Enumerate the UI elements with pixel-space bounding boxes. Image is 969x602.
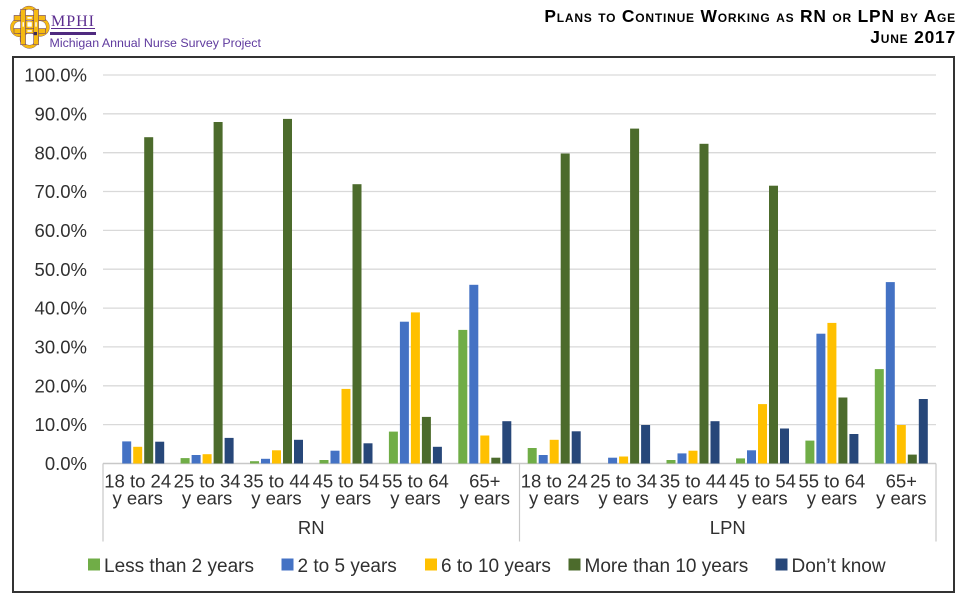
svg-text:80.0%: 80.0% <box>35 142 87 163</box>
svg-text:y ears: y ears <box>807 487 857 508</box>
svg-text:y ears: y ears <box>529 487 579 508</box>
svg-text:55 to 64: 55 to 64 <box>382 471 449 492</box>
svg-text:6 to 10 years: 6 to 10 years <box>441 556 551 577</box>
svg-text:40.0%: 40.0% <box>35 298 87 319</box>
svg-text:90.0%: 90.0% <box>35 103 87 124</box>
svg-text:RN: RN <box>298 517 325 538</box>
svg-text:45 to 54: 45 to 54 <box>313 471 380 492</box>
svg-text:18 to 24: 18 to 24 <box>521 471 588 492</box>
svg-text:Don’t know: Don’t know <box>792 556 886 577</box>
svg-text:10.0%: 10.0% <box>35 414 87 435</box>
svg-text:65+: 65+ <box>469 471 500 492</box>
svg-text:60.0%: 60.0% <box>35 220 87 241</box>
svg-text:20.0%: 20.0% <box>35 375 87 396</box>
svg-text:y ears: y ears <box>876 487 926 508</box>
svg-text:y ears: y ears <box>113 487 163 508</box>
svg-text:y ears: y ears <box>598 487 648 508</box>
svg-text:y ears: y ears <box>390 487 440 508</box>
svg-text:55 to 64: 55 to 64 <box>798 471 865 492</box>
svg-text:More than 10 years: More than 10 years <box>585 556 749 577</box>
svg-text:y ears: y ears <box>460 487 510 508</box>
svg-text:18 to 24: 18 to 24 <box>104 471 171 492</box>
svg-text:25 to 34: 25 to 34 <box>590 471 657 492</box>
svg-text:50.0%: 50.0% <box>35 259 87 280</box>
svg-text:65+: 65+ <box>886 471 917 492</box>
svg-text:100.0%: 100.0% <box>24 65 87 86</box>
svg-text:25 to 34: 25 to 34 <box>174 471 241 492</box>
svg-text:35 to 44: 35 to 44 <box>243 471 310 492</box>
svg-text:y ears: y ears <box>251 487 301 508</box>
svg-text:0.0%: 0.0% <box>45 453 87 474</box>
svg-text:y ears: y ears <box>182 487 232 508</box>
svg-text:y ears: y ears <box>668 487 718 508</box>
svg-text:30.0%: 30.0% <box>35 337 87 358</box>
svg-text:70.0%: 70.0% <box>35 181 87 202</box>
svg-text:LPN: LPN <box>710 517 746 538</box>
svg-text:2 to 5 years: 2 to 5 years <box>298 556 397 577</box>
svg-text:y ears: y ears <box>321 487 371 508</box>
svg-text:y ears: y ears <box>737 487 787 508</box>
svg-text:45 to 54: 45 to 54 <box>729 471 796 492</box>
svg-text:Less than 2 years: Less than 2 years <box>104 556 254 577</box>
svg-text:35 to 44: 35 to 44 <box>660 471 727 492</box>
